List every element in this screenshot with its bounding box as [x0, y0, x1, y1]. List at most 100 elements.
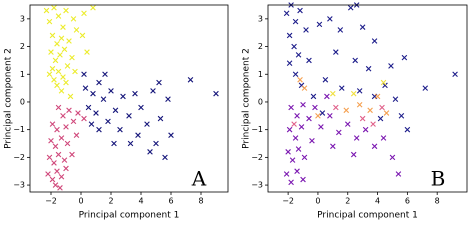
- point: [297, 77, 303, 83]
- point: [301, 85, 308, 91]
- x-tick-label: 8: [198, 197, 203, 206]
- point: [383, 110, 390, 116]
- x-tick-label: 4: [375, 197, 380, 206]
- point: [96, 79, 102, 86]
- point: [297, 7, 303, 14]
- point: [88, 121, 95, 127]
- point: [356, 88, 363, 94]
- point: [52, 143, 59, 150]
- point: [64, 140, 71, 147]
- point: [67, 93, 74, 100]
- point: [156, 79, 162, 86]
- x-tick-label: 2: [108, 197, 113, 206]
- point: [81, 71, 87, 78]
- point: [283, 10, 290, 17]
- x-tick-label: 0: [315, 197, 320, 206]
- point: [90, 90, 96, 97]
- point: [371, 38, 378, 44]
- point: [105, 118, 111, 125]
- point: [333, 104, 339, 111]
- point: [359, 115, 366, 122]
- point: [126, 113, 132, 119]
- point: [168, 132, 174, 138]
- x-tick-label: 0: [78, 197, 83, 206]
- point: [73, 132, 80, 138]
- point: [187, 77, 194, 83]
- point: [330, 143, 336, 150]
- figure: −2 0 2 4 6 8 −3 −2 −1 0 1 2 3 Principal component 1 Pr…: [4, 2, 468, 221]
- point: [46, 18, 53, 25]
- point: [81, 115, 87, 122]
- x-tick-label: −2: [282, 197, 294, 206]
- point: [63, 165, 69, 172]
- point: [300, 176, 306, 183]
- point: [338, 85, 345, 91]
- point: [70, 16, 77, 22]
- x-tick-label: −2: [45, 197, 57, 206]
- x-axis-label: Principal component 1: [317, 211, 418, 221]
- point: [452, 71, 458, 78]
- point: [85, 104, 92, 111]
- point: [283, 171, 290, 177]
- y-tick-label: 1: [258, 70, 263, 79]
- point: [343, 107, 350, 114]
- point: [58, 173, 65, 180]
- point: [295, 146, 302, 152]
- point: [69, 151, 75, 158]
- point: [356, 101, 363, 108]
- point: [300, 101, 306, 108]
- point: [382, 82, 388, 89]
- point: [84, 49, 90, 55]
- point: [288, 179, 294, 186]
- point: [63, 124, 69, 130]
- point: [298, 124, 305, 130]
- point: [57, 185, 63, 191]
- point: [112, 107, 119, 114]
- y-tick-label: 2: [20, 42, 25, 51]
- point: [58, 135, 65, 141]
- point: [309, 137, 315, 144]
- point: [301, 154, 308, 161]
- y-tick-label: 3: [258, 14, 263, 23]
- point: [49, 121, 56, 127]
- point: [90, 4, 96, 11]
- x-tick-label: 6: [405, 197, 410, 206]
- point: [333, 49, 339, 55]
- point: [324, 93, 330, 100]
- point: [327, 113, 333, 119]
- point: [81, 10, 87, 17]
- point: [69, 54, 75, 61]
- point: [292, 18, 299, 25]
- y-tick-label: −1: [13, 125, 25, 134]
- point: [49, 65, 56, 72]
- point: [49, 176, 56, 183]
- point: [60, 24, 66, 30]
- point: [55, 151, 62, 158]
- point: [398, 113, 405, 119]
- point: [350, 90, 357, 97]
- point: [289, 157, 296, 163]
- point: [379, 104, 385, 111]
- point: [73, 27, 80, 33]
- point: [144, 121, 150, 127]
- point: [285, 149, 291, 155]
- point: [46, 154, 53, 161]
- point: [82, 85, 89, 91]
- point: [54, 82, 60, 89]
- x-tick-label: 2: [345, 197, 350, 206]
- point: [43, 7, 50, 14]
- point: [295, 52, 302, 58]
- point: [138, 104, 144, 111]
- point: [54, 40, 60, 47]
- point: [330, 90, 336, 97]
- point: [60, 74, 66, 80]
- point: [66, 38, 72, 44]
- point: [367, 107, 373, 114]
- point: [55, 13, 62, 19]
- y-tick-label: −3: [13, 181, 25, 190]
- y-axis-label: Principal component 2: [4, 48, 14, 149]
- point: [294, 113, 300, 119]
- point: [336, 129, 342, 136]
- point: [63, 79, 69, 86]
- y-tick-label: −1: [251, 125, 263, 134]
